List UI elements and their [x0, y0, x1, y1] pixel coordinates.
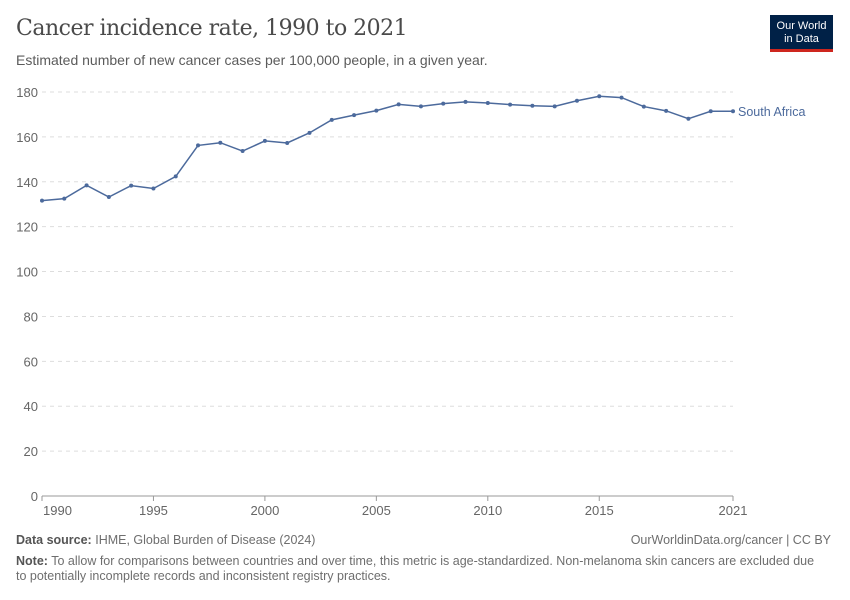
data-point — [686, 116, 691, 121]
data-point — [641, 104, 646, 109]
data-point — [396, 102, 401, 107]
logo-line2: in Data — [784, 33, 819, 45]
data-point — [619, 95, 624, 100]
data-point — [106, 195, 111, 200]
data-point — [84, 183, 89, 188]
data-point — [463, 99, 468, 104]
data-point — [731, 109, 735, 114]
data-point — [40, 198, 44, 203]
data-point — [530, 103, 535, 108]
x-tick-label: 2000 — [250, 503, 279, 518]
data-point — [574, 98, 579, 103]
y-tick-label: 120 — [16, 220, 38, 235]
data-point — [352, 113, 357, 118]
y-tick-label: 0 — [31, 489, 38, 504]
data-point — [329, 117, 334, 122]
note: Note: To allow for comparisons between c… — [16, 554, 816, 584]
y-tick-label: 80 — [24, 309, 38, 324]
source-url[interactable]: OurWorldinData.org/cancer | CC BY — [630, 533, 831, 547]
x-tick-label: 2005 — [362, 503, 391, 518]
y-tick-label: 160 — [16, 130, 38, 145]
data-point — [374, 108, 379, 113]
owid-logo[interactable]: Our World in Data — [770, 15, 833, 52]
x-tick-label: 1995 — [139, 503, 168, 518]
x-tick-label: 2021 — [719, 503, 748, 518]
data-point — [418, 104, 423, 109]
data-point — [485, 100, 490, 105]
data-point — [129, 183, 134, 188]
data-point — [285, 140, 290, 145]
data-point — [307, 130, 312, 135]
x-tick-label: 2010 — [473, 503, 502, 518]
data-point — [262, 138, 267, 143]
chart-subtitle: Estimated number of new cancer cases per… — [16, 52, 488, 68]
source-text: IHME, Global Burden of Disease (2024) — [95, 533, 316, 547]
x-tick-label: 2015 — [585, 503, 614, 518]
data-point — [240, 149, 245, 154]
data-point — [441, 101, 446, 106]
data-point — [62, 196, 67, 201]
y-tick-label: 100 — [16, 265, 38, 280]
y-tick-label: 20 — [24, 444, 38, 459]
y-tick-label: 180 — [16, 85, 38, 100]
data-point — [664, 108, 669, 113]
y-tick-label: 140 — [16, 175, 38, 190]
note-label: Note: — [16, 554, 48, 568]
data-point — [552, 104, 557, 109]
data-source: Data source: IHME, Global Burden of Dise… — [16, 533, 315, 547]
x-tick-label: 1990 — [43, 503, 72, 518]
data-point — [173, 174, 178, 179]
source-label: Data source: — [16, 533, 92, 547]
data-point — [151, 186, 156, 191]
data-point — [218, 140, 223, 145]
data-point — [508, 102, 513, 107]
y-tick-label: 40 — [24, 399, 38, 414]
note-text: To allow for comparisons between countri… — [16, 554, 815, 583]
series-line — [41, 95, 733, 202]
series-label: South Africa — [738, 105, 805, 119]
data-point — [708, 109, 713, 114]
y-tick-label: 60 — [24, 354, 38, 369]
data-point — [597, 94, 602, 99]
logo-line1: Our World — [776, 20, 827, 32]
data-point — [196, 143, 201, 148]
chart-title: Cancer incidence rate, 1990 to 2021 — [16, 16, 408, 41]
